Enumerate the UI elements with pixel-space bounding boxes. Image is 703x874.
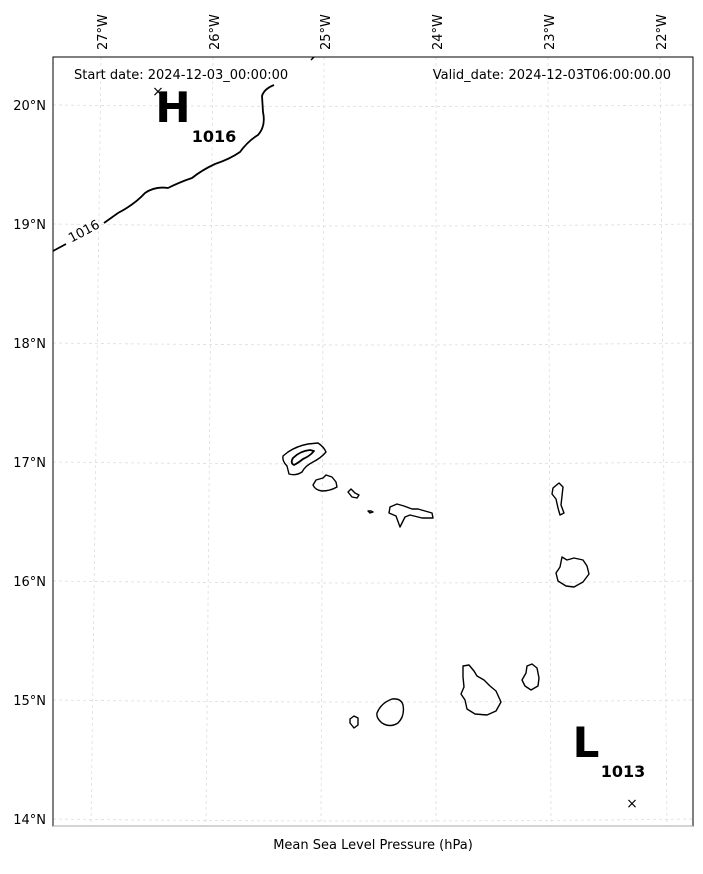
island-sao-nicolau [388,503,434,528]
high-value: 1016 [192,127,237,146]
gridline-lat-14 [52,818,694,822]
lon-label-23w: 23°W [543,14,558,50]
island-santa-luzia [347,488,360,499]
lat-label-16n: 16°N [13,575,46,590]
gridline-lat-19 [52,223,694,227]
start-date-label: Start date: 2024-12-03_00:00:00 [74,68,288,83]
island-branco [367,510,374,514]
gridline-lon-26 [205,56,214,827]
gridline-lon-25 [320,56,325,827]
gridline-lat-16 [52,580,694,584]
map-frame [52,56,694,827]
gridline-lat-15 [52,699,694,703]
gridline-lon-22 [659,56,668,827]
lat-label-18n: 18°N [13,337,46,352]
low-pressure-center: L 1013 × [573,718,646,812]
latitude-labels: 20°N 19°N 18°N 17°N 16°N 15°N 14°N [13,99,46,828]
gridline-lon-23 [547,56,552,827]
lon-label-24w: 24°W [431,14,446,50]
lon-label-25w: 25°W [319,14,334,50]
island-boa-vista [555,556,590,588]
high-center-marker: × [152,84,164,100]
island-sao-vicente [312,474,338,492]
isobar-1016-label: 1016 [66,218,102,247]
map-caption: Mean Sea Level Pressure (hPa) [273,838,473,853]
lon-label-27w: 27°W [96,14,111,50]
island-brava [349,715,359,729]
lat-label-14n: 14°N [13,813,46,828]
coastlines [282,442,590,729]
lat-label-20n: 20°N [13,99,46,114]
isobar-1016-line [52,84,275,252]
lon-label-22w: 22°W [655,14,670,50]
island-fogo [376,698,405,727]
gridline-lat-20 [52,104,694,107]
valid-date-label: Valid_date: 2024-12-03T06:00:00.00 [433,68,671,83]
high-pressure-center: × H 1016 [152,83,236,146]
gridline-lon-27 [90,56,102,827]
lat-label-17n: 17°N [13,456,46,471]
longitude-labels: 27°W 26°W 25°W 24°W 23°W 22°W [96,14,670,50]
island-sal [551,482,565,516]
low-center-marker: × [626,796,638,812]
lat-label-15n: 15°N [13,694,46,709]
island-santiago [460,664,502,716]
gridline-lat-18 [52,342,694,346]
gridline-lat-17 [52,461,694,465]
lat-label-19n: 19°N [13,218,46,233]
graticule [52,56,694,827]
low-value: 1013 [601,762,646,781]
island-maio [521,663,540,691]
island-santo-antao-ridge [290,449,315,466]
low-letter: L [573,718,600,767]
high-letter: H [155,83,190,132]
lon-label-26w: 26°W [208,14,223,50]
island-santo-antao [282,442,327,476]
